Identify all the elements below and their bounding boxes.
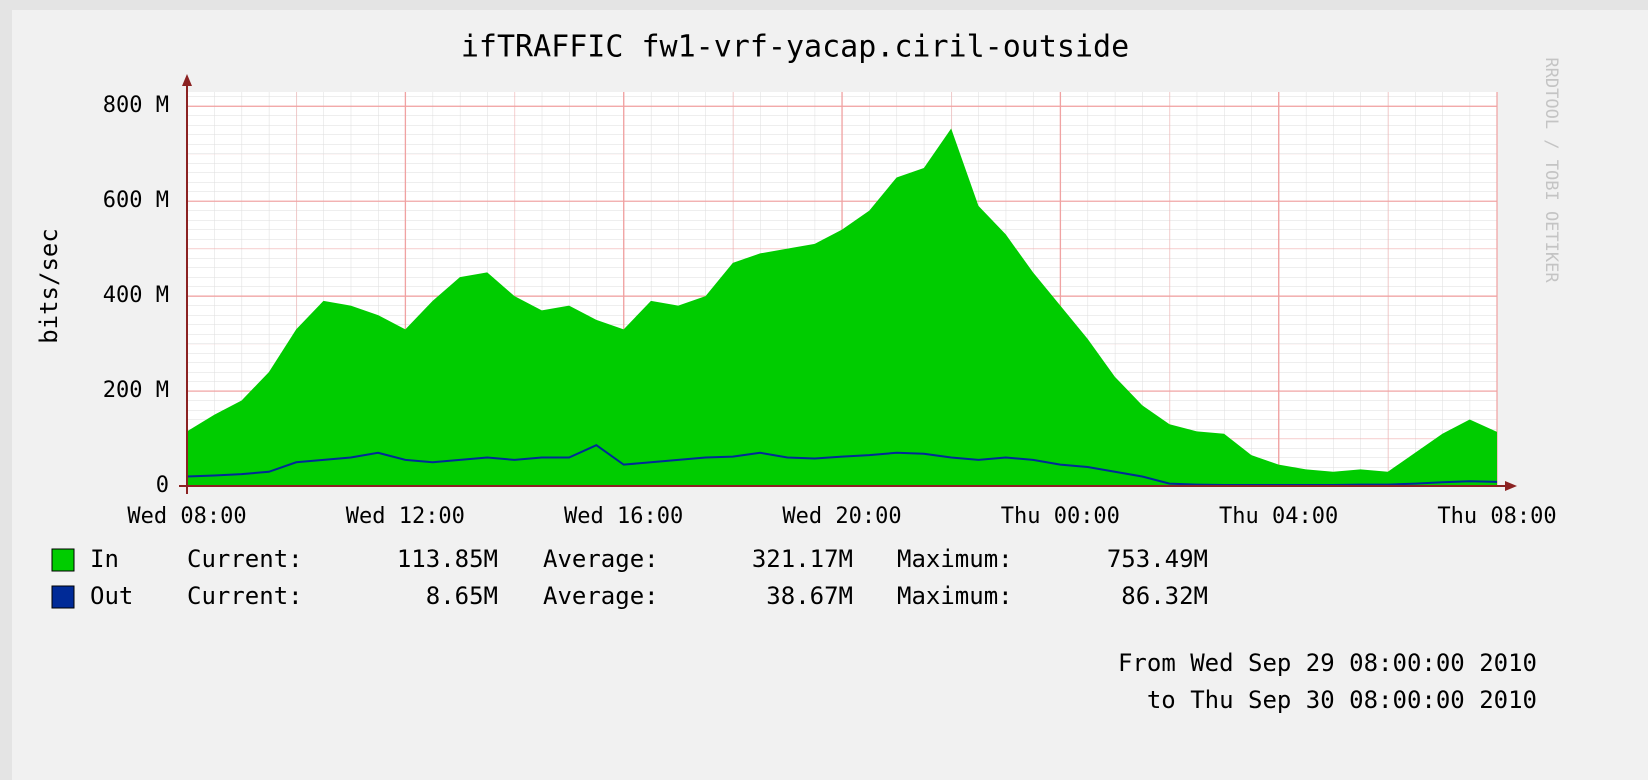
y-tick-label: 0	[156, 473, 169, 498]
x-tick-label: Thu 04:00	[1219, 504, 1338, 529]
y-axis-arrow	[182, 74, 192, 86]
chart-title: ifTRAFFIC fw1-vrf-yacap.ciril-outside	[461, 30, 1129, 65]
y-axis-label: bits/sec	[35, 228, 63, 344]
x-tick-label: Wed 20:00	[782, 504, 901, 529]
y-tick-label: 800 M	[103, 93, 169, 118]
watermark: RRDTOOL / TOBI OETIKER	[1541, 57, 1561, 283]
footer-to: to Thu Sep 30 08:00:00 2010	[1147, 686, 1537, 714]
x-axis-arrow	[1505, 481, 1517, 491]
stat-label: Current:	[187, 545, 303, 573]
x-tick-label: Thu 00:00	[1001, 504, 1120, 529]
stat-label: Current:	[187, 582, 303, 610]
legend-swatch	[51, 548, 75, 572]
y-tick-label: 400 M	[103, 283, 169, 308]
stat-value: 8.65M	[426, 582, 498, 610]
stat-value: 753.49M	[1107, 545, 1208, 573]
stat-value: 321.17M	[752, 545, 853, 573]
area-in	[187, 128, 1497, 486]
stat-value: 86.32M	[1121, 582, 1208, 610]
stat-label: Maximum:	[897, 582, 1013, 610]
x-tick-label: Wed 16:00	[564, 504, 683, 529]
legend-name: In	[90, 545, 119, 573]
stat-value: 38.67M	[766, 582, 853, 610]
y-tick-label: 600 M	[103, 188, 169, 213]
stat-value: 113.85M	[397, 545, 498, 573]
x-tick-label: Thu 08:00	[1437, 504, 1556, 529]
footer-from: From Wed Sep 29 08:00:00 2010	[1118, 649, 1537, 677]
y-tick-label: 200 M	[103, 378, 169, 403]
x-tick-label: Wed 08:00	[127, 504, 246, 529]
legend-name: Out	[90, 582, 133, 610]
legend-swatch	[51, 585, 75, 609]
x-tick-label: Wed 12:00	[346, 504, 465, 529]
stat-label: Average:	[543, 545, 659, 573]
stat-label: Average:	[543, 582, 659, 610]
stat-label: Maximum:	[897, 545, 1013, 573]
